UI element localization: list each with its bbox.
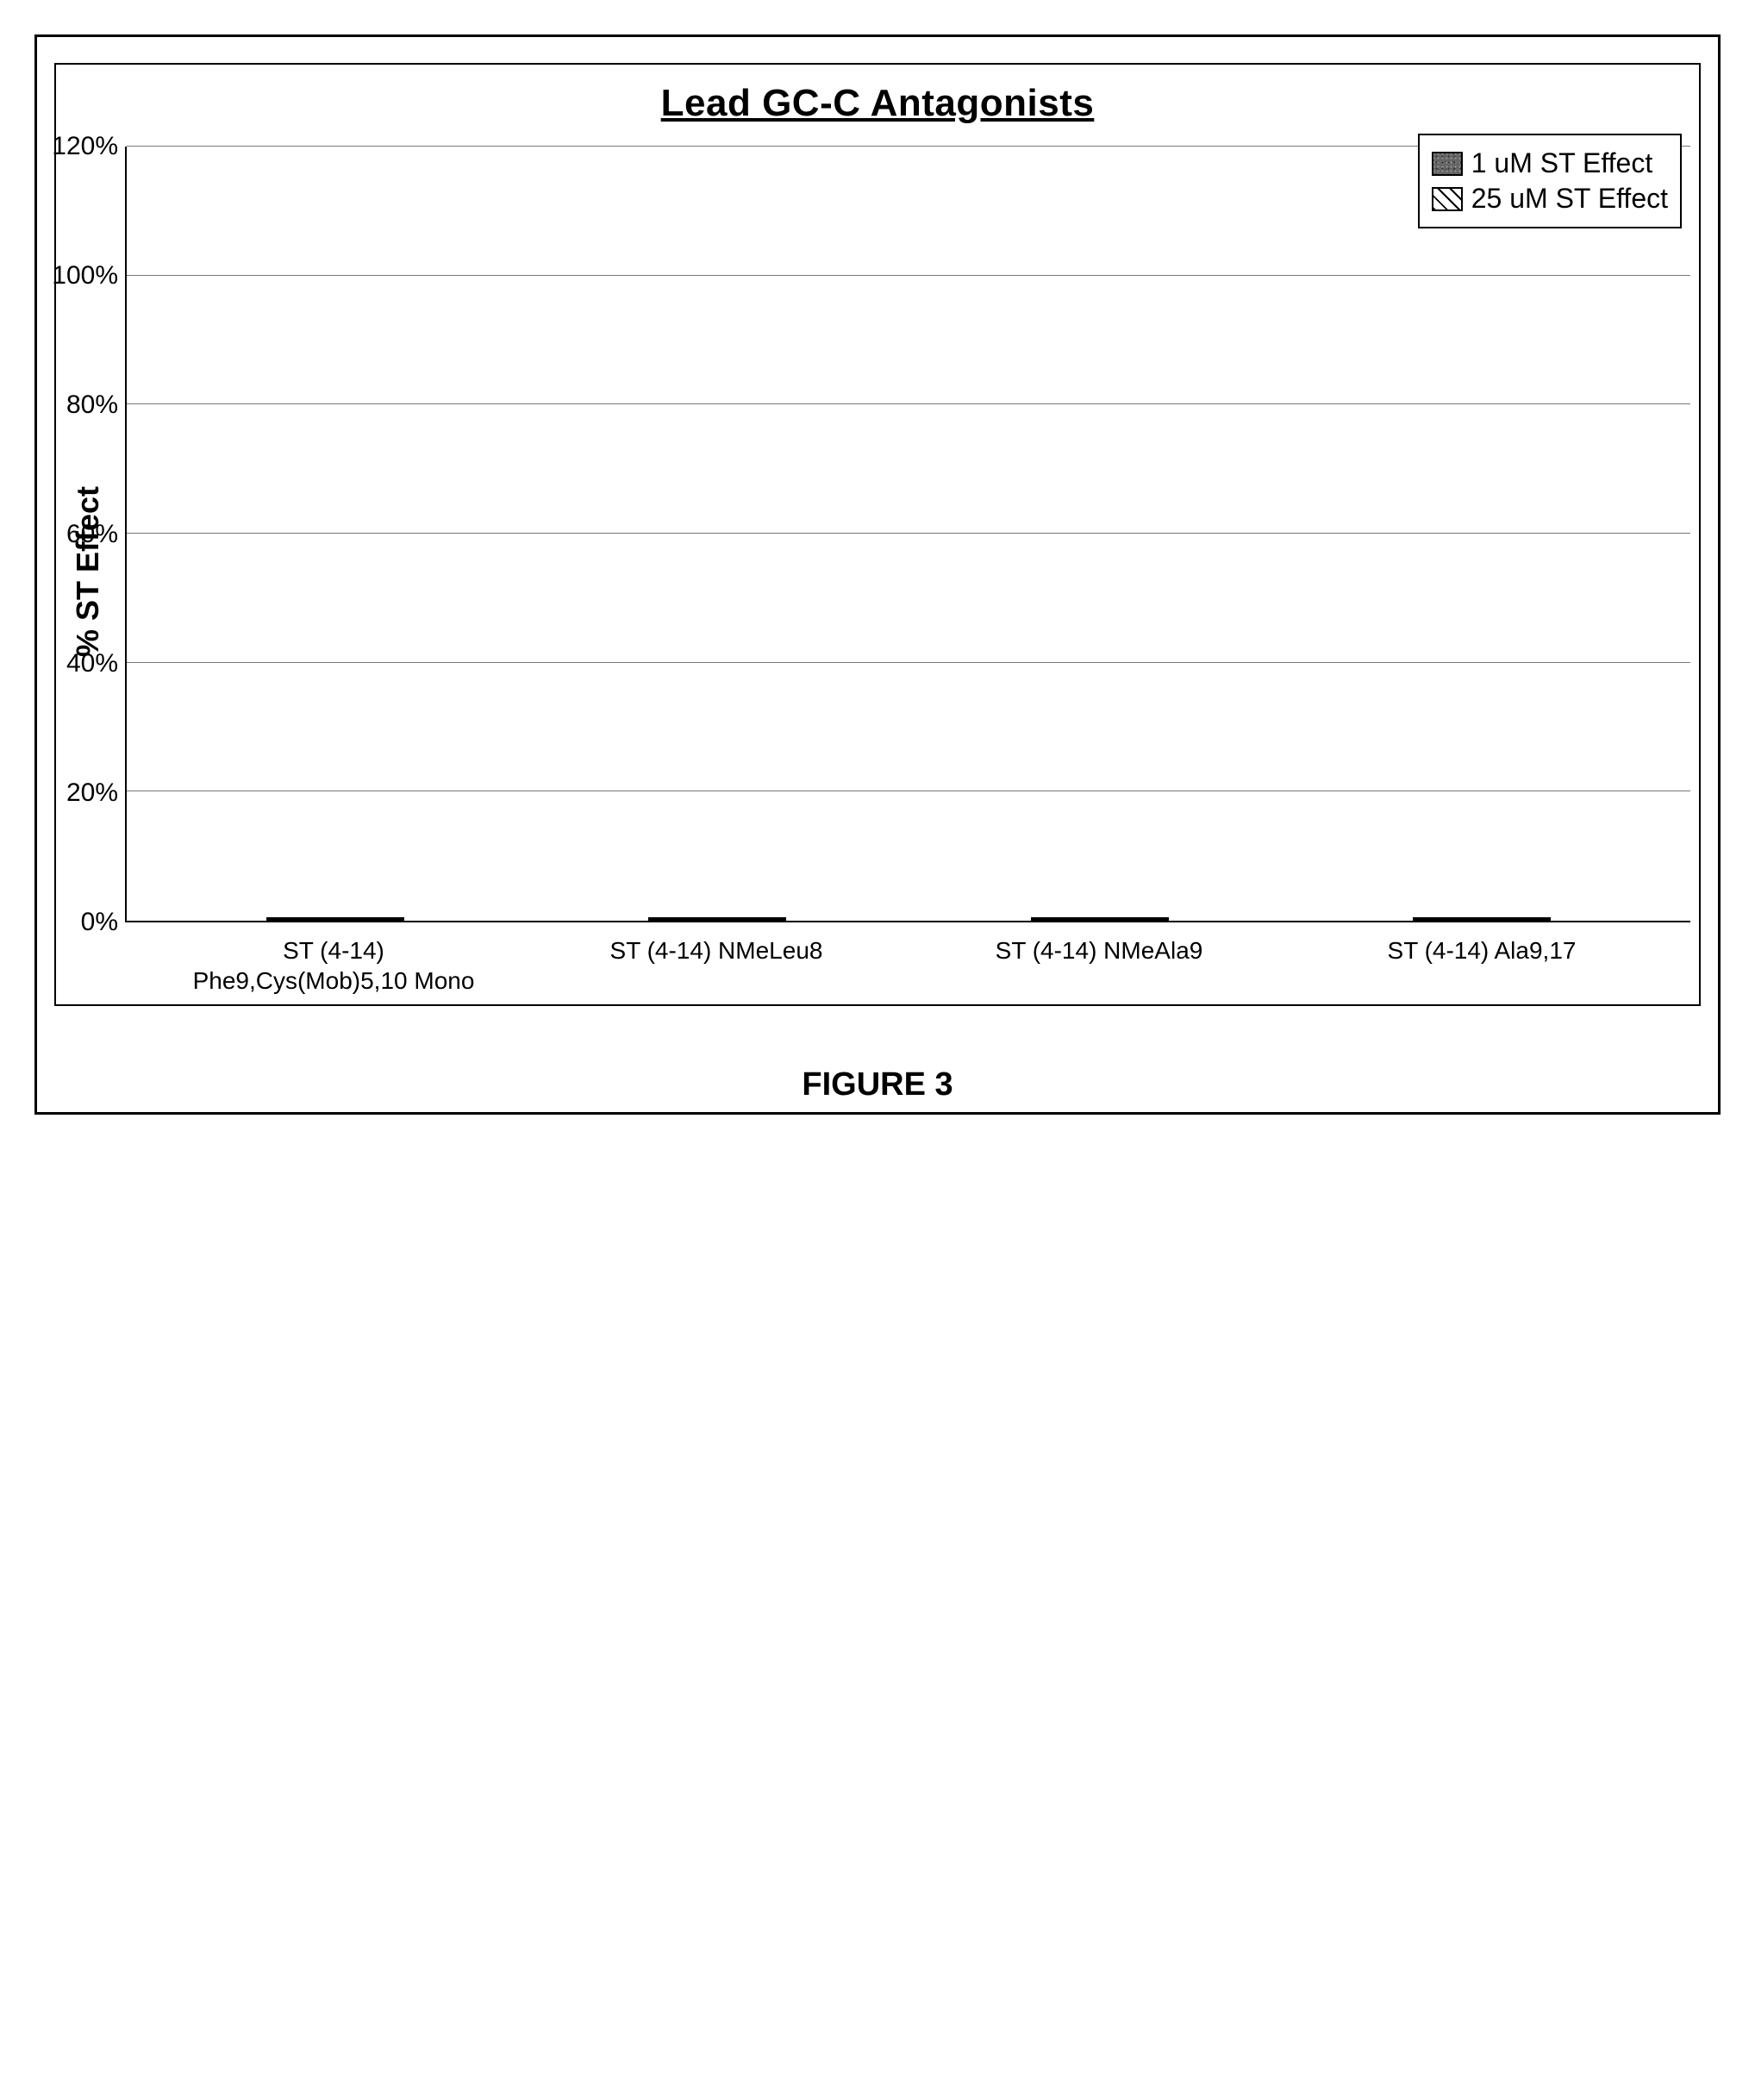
x-tick-label: ST (4-14) NMeLeu8 [563, 935, 869, 996]
figure-caption: FIGURE 3 [54, 1066, 1701, 1103]
x-tick-label: ST (4-14) NMeAla9 [946, 935, 1252, 996]
bar-series-1 [266, 917, 335, 921]
legend-label: 1 uM ST Effect [1471, 147, 1652, 179]
legend-swatch-series-1 [1432, 152, 1463, 176]
bar-series-2 [717, 917, 786, 921]
y-axis-ticks: 120%100%80%60%40%20%0% [111, 147, 125, 922]
x-tick-label: ST (4-14) Ala9,17 [1328, 935, 1634, 996]
legend-swatch-series-2 [1432, 187, 1463, 211]
bar-series-1 [1031, 917, 1100, 921]
chart-title: Lead GC-C Antagonists [65, 82, 1690, 125]
chart-legend: 1 uM ST Effect 25 uM ST Effect [1418, 134, 1682, 228]
bar-series-1 [1413, 917, 1482, 921]
legend-item: 25 uM ST Effect [1432, 183, 1668, 215]
bar-group [565, 917, 871, 921]
x-tick-label: ST (4-14) Phe9,Cys(Mob)5,10 Mono [180, 935, 486, 996]
figure-outer-frame: Lead GC-C Antagonists 1 uM ST Effect 25 … [34, 34, 1721, 1115]
bar-series-2 [1100, 917, 1169, 921]
bar-group [1329, 917, 1635, 921]
bar-group [182, 917, 488, 921]
x-axis-labels: ST (4-14) Phe9,Cys(Mob)5,10 Mono ST (4-14… [125, 922, 1690, 996]
legend-label: 25 uM ST Effect [1471, 183, 1668, 215]
plot-area [125, 147, 1690, 922]
legend-item: 1 uM ST Effect [1432, 147, 1668, 179]
chart-frame: Lead GC-C Antagonists 1 uM ST Effect 25 … [54, 63, 1701, 1006]
plot-wrapper: ST (4-14) Phe9,Cys(Mob)5,10 Mono ST (4-14… [125, 147, 1690, 996]
bar-series-1 [648, 917, 717, 921]
bars-container [127, 147, 1690, 921]
bar-series-2 [1482, 917, 1551, 921]
bar-series-2 [335, 917, 404, 921]
chart-body: % ST Effect 120%100%80%60%40%20%0% ST (4… [65, 147, 1690, 996]
bar-group [946, 917, 1252, 921]
